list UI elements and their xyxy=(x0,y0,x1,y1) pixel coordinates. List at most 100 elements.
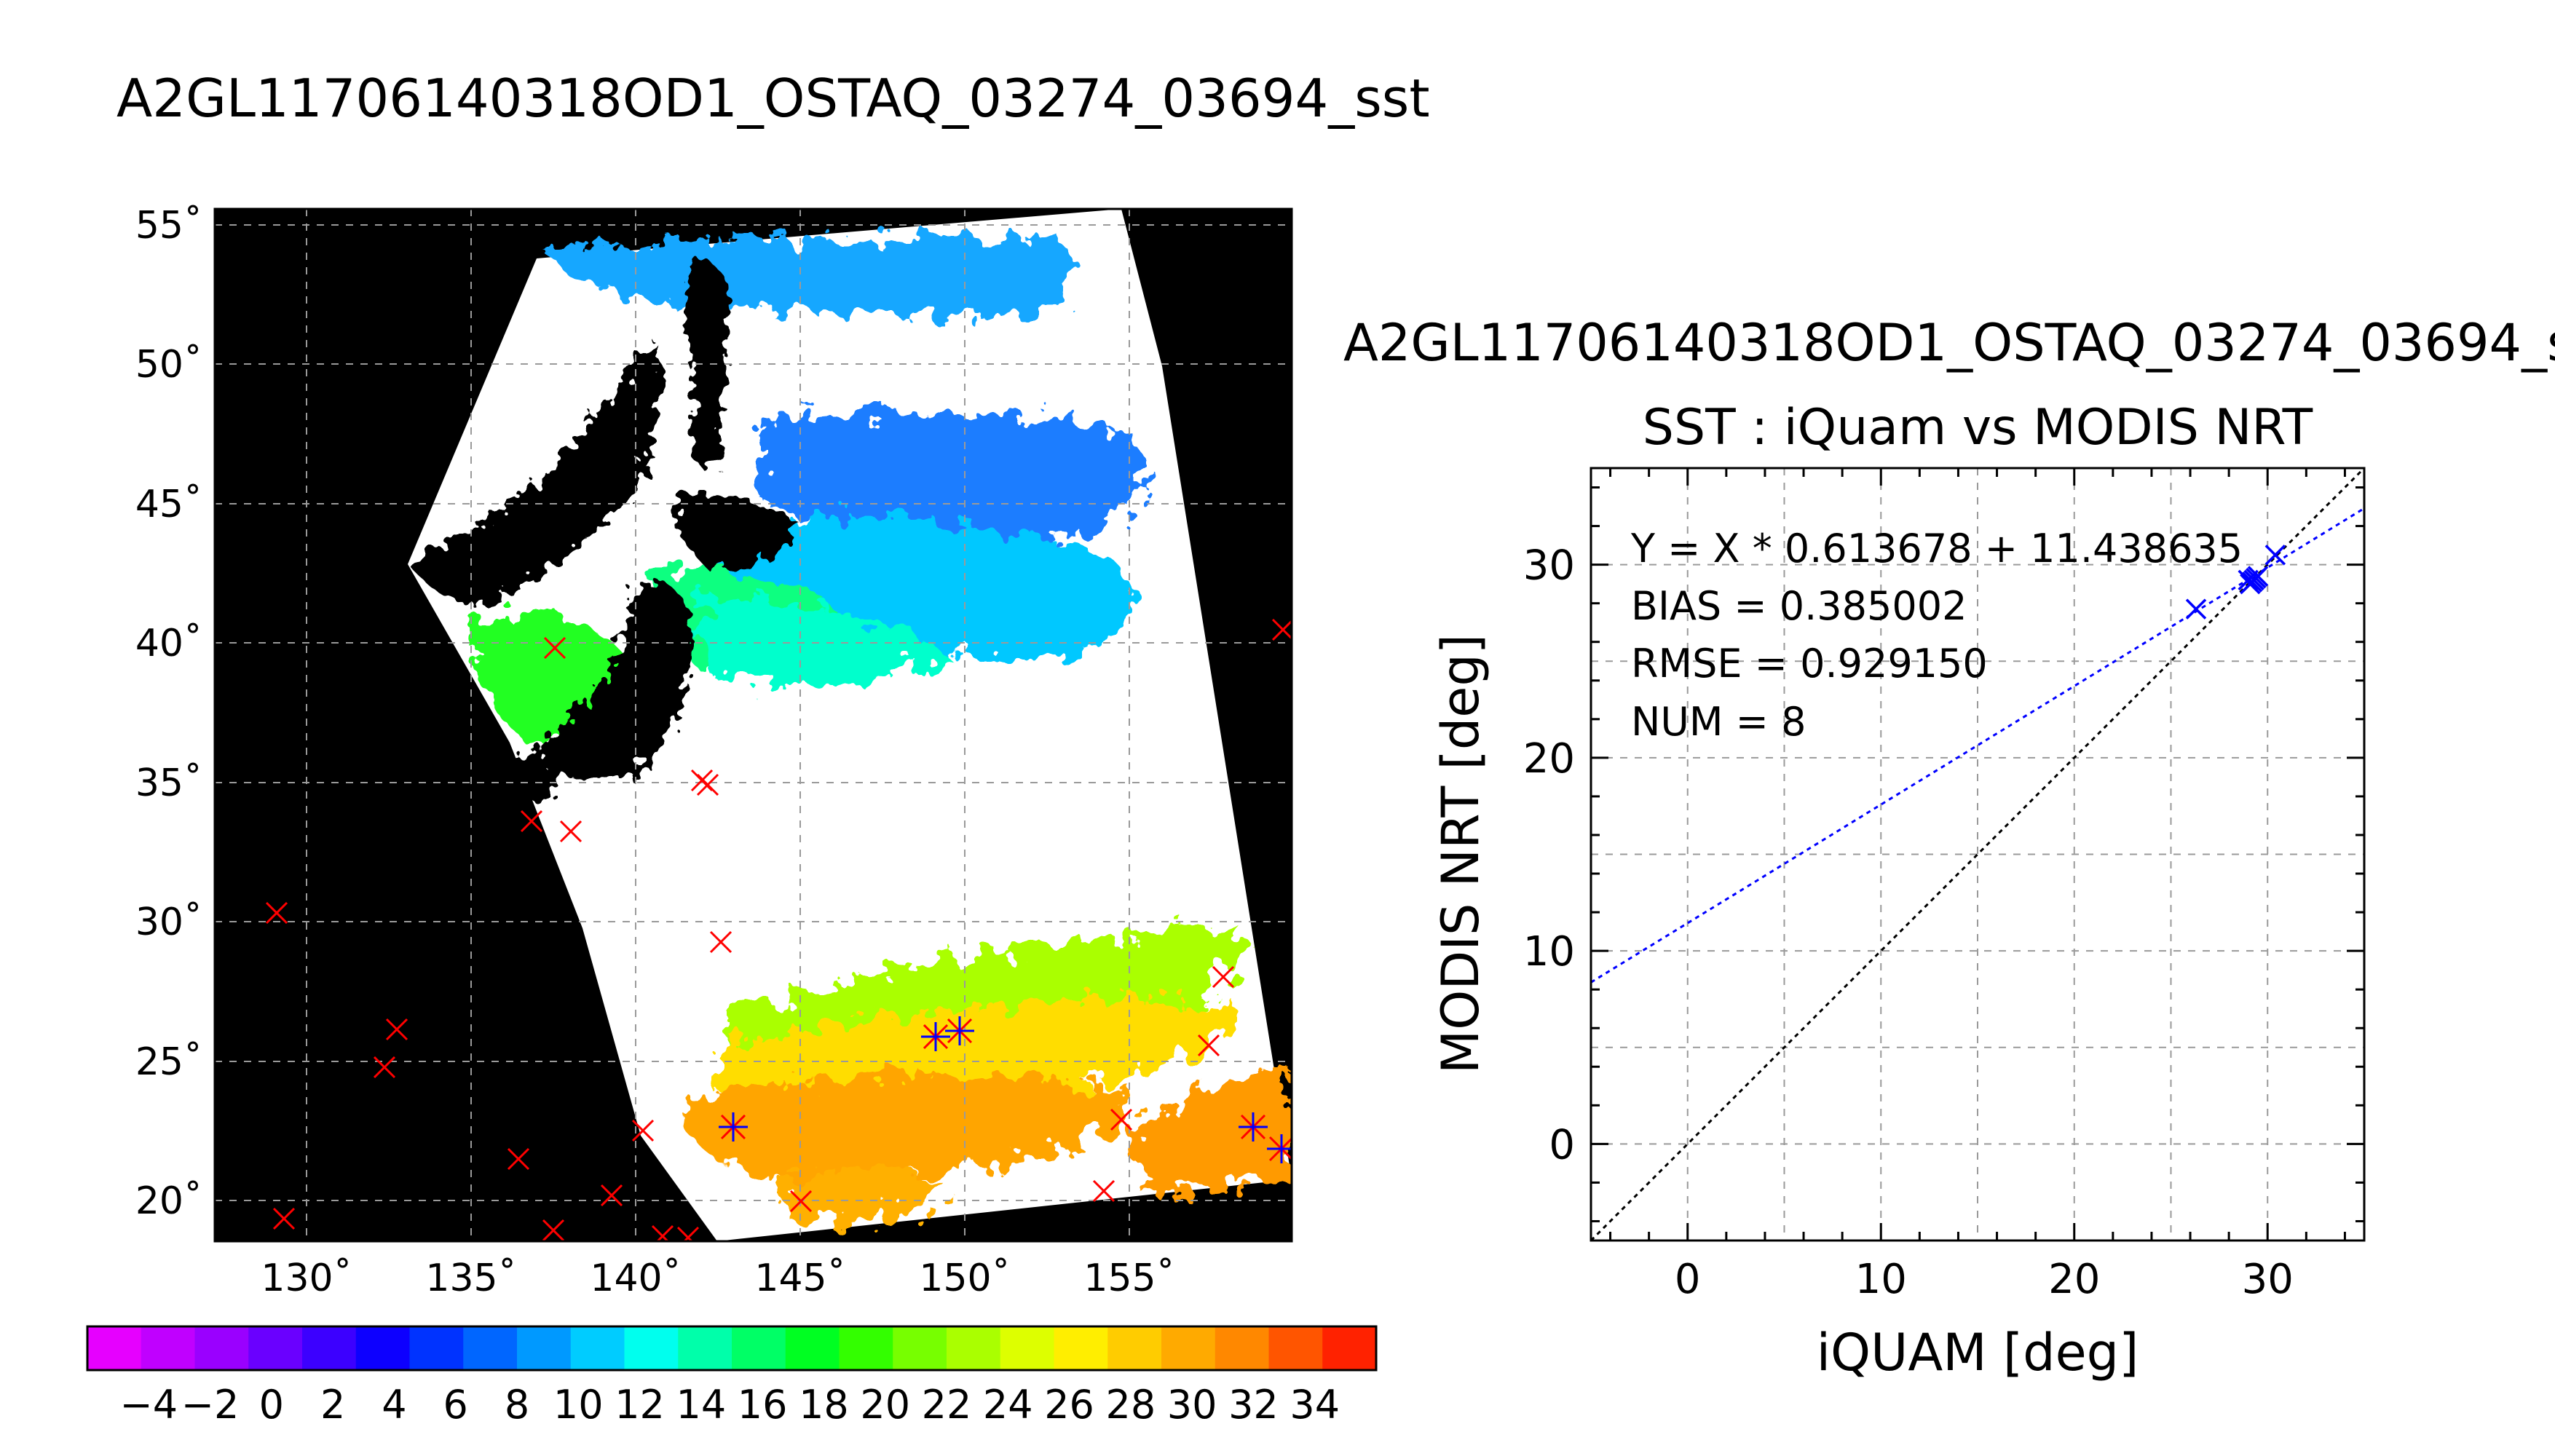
colorbar-tick-label: 22 xyxy=(922,1382,972,1428)
land-kyushu xyxy=(502,756,555,802)
colorbar-frame xyxy=(86,1325,1378,1372)
colorbar-tick-label: 32 xyxy=(1228,1382,1279,1428)
colorbar-tick-label: 6 xyxy=(443,1382,468,1428)
iquam-marker xyxy=(542,1219,565,1241)
colorbar-swatch xyxy=(678,1326,732,1370)
map-markers xyxy=(265,618,1292,1241)
lat-tick-label: 55˚ xyxy=(135,204,202,248)
iquam-marker xyxy=(1092,1179,1115,1203)
sst-patch-southeast-orange xyxy=(1136,1070,1292,1194)
x-tick-label: 10 xyxy=(1855,1256,1907,1303)
colorbar-tick-label: 12 xyxy=(615,1382,665,1428)
colorbar-tick-label: 14 xyxy=(676,1382,726,1428)
iquam-marker xyxy=(676,1226,700,1241)
colorbar-tick-label: −2 xyxy=(181,1382,240,1428)
colorbar-swatch xyxy=(194,1326,249,1370)
y-tick-label: 30 xyxy=(1523,542,1575,590)
y-tick-label: 10 xyxy=(1523,928,1575,976)
iquam-marker xyxy=(709,930,732,954)
iquam-marker xyxy=(543,636,566,660)
colorbar-tick-label: 4 xyxy=(382,1382,406,1428)
iquam-marker xyxy=(373,1056,396,1079)
iquam-marker xyxy=(507,1147,530,1171)
colorbar-tick-label: 18 xyxy=(799,1382,849,1428)
iquam-marker xyxy=(651,1224,674,1241)
lat-tick-label: 50˚ xyxy=(135,343,202,387)
y-axis-label: MODIS NRT [deg] xyxy=(1431,634,1490,1074)
iquam-marker xyxy=(385,1018,408,1041)
data-point xyxy=(2247,566,2269,587)
colorbar-swatch xyxy=(785,1326,840,1370)
map-graticule xyxy=(215,209,1292,1241)
lon-tick-label: 150˚ xyxy=(919,1257,1010,1300)
lon-tick-label: 140˚ xyxy=(590,1257,681,1300)
lat-tick-label: 40˚ xyxy=(135,622,202,665)
lat-tick-label: 30˚ xyxy=(135,901,202,944)
colorbar-tick-label: −4 xyxy=(119,1382,178,1428)
sst-patch-tohoku xyxy=(699,597,947,684)
y-tick-label: 20 xyxy=(1523,735,1575,783)
iquam-marker-matched xyxy=(1239,1112,1268,1142)
scatter-plot: 0 10 20 30 0 10 20 30 xyxy=(1523,467,2366,1303)
iquam-marker xyxy=(265,901,288,925)
lat-tick-label: 20˚ xyxy=(135,1179,202,1223)
colorbar-swatch xyxy=(1268,1326,1323,1370)
lon-tick-label: 130˚ xyxy=(261,1257,352,1300)
colorbar-swatch xyxy=(893,1326,947,1370)
iquam-marker xyxy=(520,810,543,833)
lon-tick-label: 155˚ xyxy=(1083,1257,1174,1300)
colorbar-ticks: −4 −2 0 2 4 6 8 10 12 14 16 18 20 22 24 26 28 30 32 34 xyxy=(119,1382,1340,1428)
iquam-marker xyxy=(1271,618,1292,641)
colorbar-tick-label: 2 xyxy=(320,1382,345,1428)
iquam-marker-matched xyxy=(1267,1134,1292,1163)
colorbar-tick-label: 16 xyxy=(738,1382,788,1428)
iquam-marker-matched xyxy=(945,1016,974,1045)
sst-patch-subtropic-orange xyxy=(677,1074,1136,1184)
iquam-marker-matched xyxy=(719,1112,748,1142)
colorbar-swatch xyxy=(302,1326,357,1370)
scatter-ticks xyxy=(1591,468,2364,1241)
sst-patch-north xyxy=(542,237,1078,315)
map-plot xyxy=(215,209,1292,1241)
colorbar-swatch xyxy=(839,1326,893,1370)
colorbar-swatch xyxy=(355,1326,411,1370)
iquam-marker xyxy=(559,820,583,843)
land-mainland-coast xyxy=(408,342,662,606)
colorbar-swatch xyxy=(409,1326,464,1370)
scatter-points xyxy=(2185,545,2286,620)
x-tick-label: 20 xyxy=(2048,1256,2100,1303)
iquam-marker xyxy=(789,1190,813,1213)
x-tick-label: 0 xyxy=(1675,1256,1701,1303)
colorbar-swatch xyxy=(1215,1326,1270,1370)
x-axis-label: iQUAM [deg] xyxy=(1817,1323,2139,1382)
scatter-title: A2GL11706140318OD1_OSTAQ_03274_03694_sst xyxy=(1343,313,2555,373)
land-hokkaido xyxy=(675,493,801,570)
lon-tick-label: 135˚ xyxy=(425,1257,516,1300)
sst-patch-south-orange xyxy=(786,1169,947,1223)
data-point xyxy=(2185,598,2207,620)
colorbar-tick-label: 20 xyxy=(860,1382,910,1428)
lat-tick-label: 45˚ xyxy=(135,483,202,526)
scatter-frame xyxy=(1590,467,2366,1242)
colorbar-swatch xyxy=(570,1326,625,1370)
map-title: A2GL11706140318OD1_OSTAQ_03274_03694_sst xyxy=(117,68,1430,129)
iquam-marker-matched xyxy=(921,1022,950,1051)
colorbar-tick-label: 30 xyxy=(1167,1382,1217,1428)
sst-patch-okhotsk xyxy=(765,412,1148,544)
data-point xyxy=(2264,545,2286,566)
lat-tick-label: 25˚ xyxy=(135,1040,202,1084)
iquam-marker xyxy=(272,1207,296,1230)
map-lon-ticks: 130˚ 135˚ 140˚ 145˚ 150˚ 155˚ xyxy=(261,1257,1174,1300)
colorbar-swatch xyxy=(1000,1326,1055,1370)
scatter-x-tick-labels: 0 10 20 30 xyxy=(1675,1256,2294,1303)
colorbar-swatch xyxy=(624,1326,679,1370)
sst-patch-subtropic-yellow xyxy=(714,1000,1238,1101)
colorbar-swatch xyxy=(517,1326,572,1370)
land-sakhalin xyxy=(686,258,730,470)
iquam-marker xyxy=(696,773,719,796)
colorbar-tick-label: 24 xyxy=(983,1382,1033,1428)
land xyxy=(408,258,801,802)
land-honshu xyxy=(524,581,692,780)
num-value: NUM = 8 xyxy=(1631,699,1806,745)
colorbar-tick-label: 0 xyxy=(259,1382,284,1428)
